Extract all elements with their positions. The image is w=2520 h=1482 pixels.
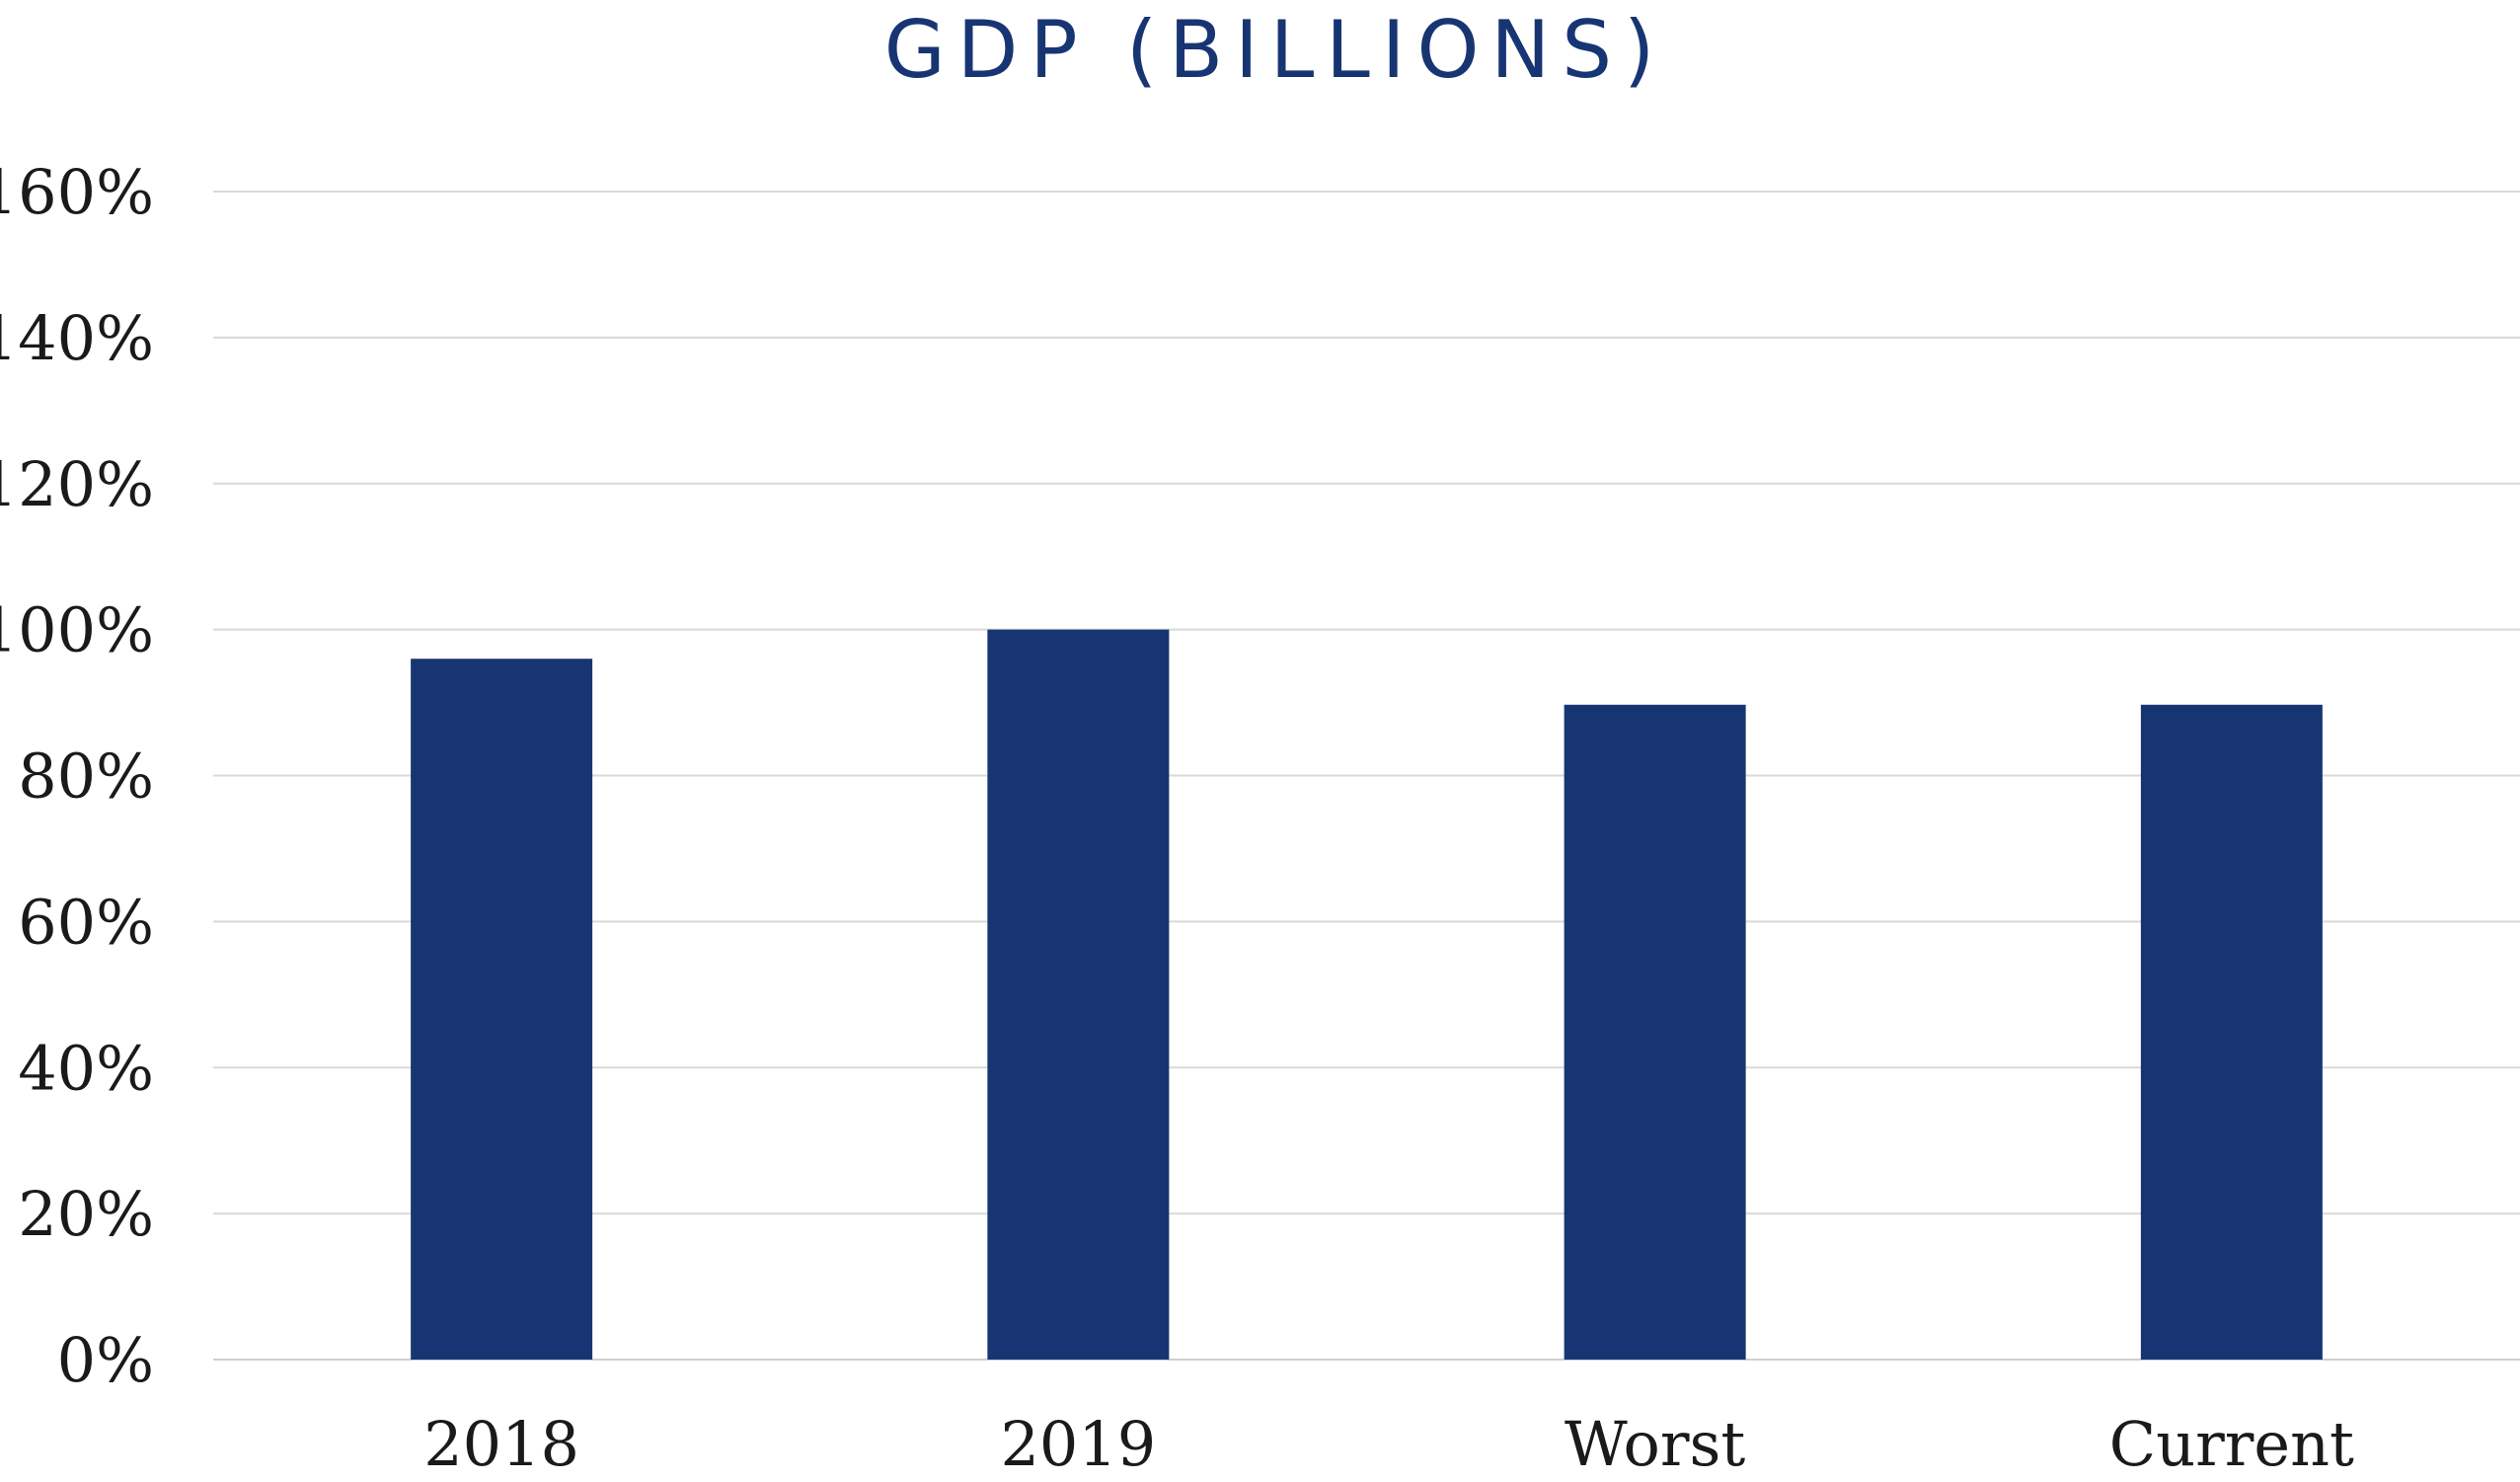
y-axis-tick-labels: 0% 20% 40% 60% 80% 100% 120% 140% 160% — [0, 156, 154, 1396]
y-tick-label: 0% — [57, 1324, 154, 1396]
y-tick-label: 80% — [18, 741, 154, 813]
bar-2019 — [987, 629, 1170, 1360]
gridlines — [213, 191, 2520, 1361]
category-label-2018: 2018 — [423, 1408, 579, 1480]
y-tick-label: 20% — [18, 1178, 154, 1250]
category-label-current: Current — [2109, 1408, 2354, 1480]
y-tick-label: 100% — [0, 594, 154, 666]
bar-worst — [1564, 704, 1746, 1360]
category-label-2019: 2019 — [1000, 1408, 1156, 1480]
bar-2018 — [411, 659, 593, 1360]
y-tick-label: 60% — [18, 886, 154, 958]
bars — [411, 629, 2323, 1360]
bar-current — [2140, 704, 2323, 1360]
y-tick-label: 40% — [18, 1032, 154, 1104]
y-tick-label: 160% — [0, 156, 154, 228]
category-label-worst: Worst — [1565, 1408, 1745, 1480]
chart-title: GDP (BILLIONS) — [884, 4, 1667, 96]
x-axis-category-labels: 2018 2019 Worst Current — [423, 1408, 2354, 1480]
y-tick-label: 120% — [0, 448, 154, 520]
y-tick-label: 140% — [0, 302, 154, 374]
